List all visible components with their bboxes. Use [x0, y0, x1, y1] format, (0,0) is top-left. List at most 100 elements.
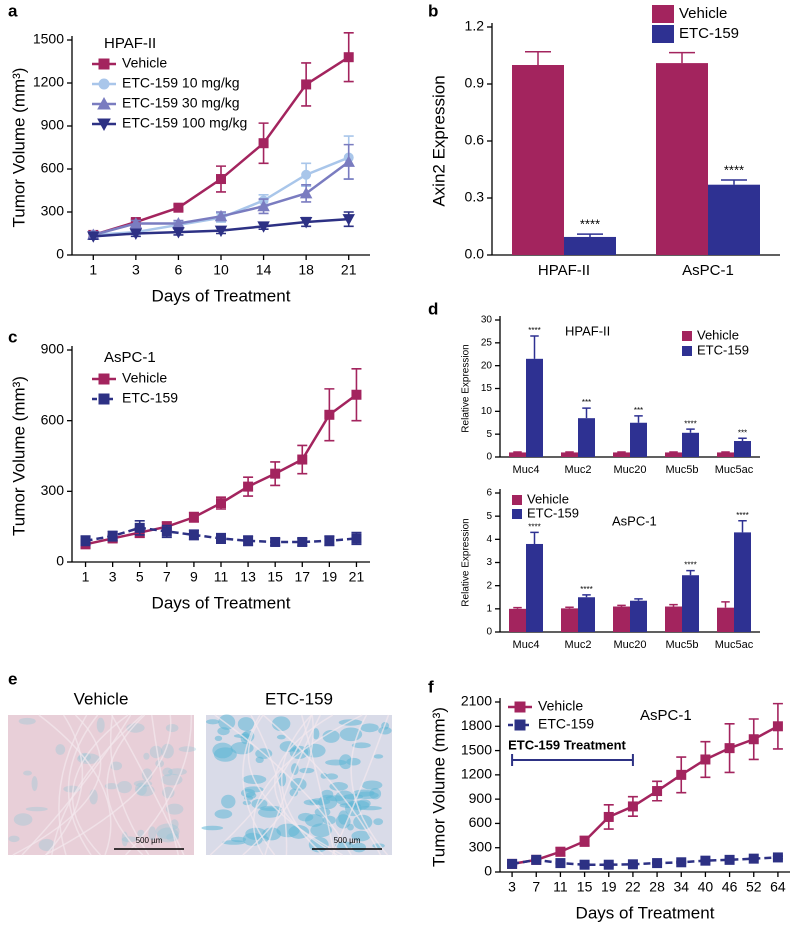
marker — [129, 228, 143, 240]
series-line — [511, 856, 778, 866]
membrane — [262, 714, 382, 856]
y-tick-label: 10 — [481, 406, 493, 417]
stain — [360, 723, 379, 733]
error-bar — [686, 569, 695, 576]
marker — [214, 209, 228, 222]
legend-label: ETC-159 10 mg/kg — [122, 75, 240, 91]
legend-label: Vehicle — [538, 698, 583, 714]
marker — [603, 859, 614, 870]
marker — [270, 468, 281, 479]
marker — [243, 481, 254, 492]
bar — [734, 441, 751, 457]
marker — [324, 409, 335, 420]
error-bar — [634, 415, 643, 423]
y-axis-label: Relative Expression — [461, 344, 472, 432]
x-tick-label: Muc20 — [613, 639, 646, 651]
panel-letter: f — [428, 677, 434, 696]
stain — [352, 842, 367, 853]
stain — [361, 780, 383, 790]
marker — [299, 186, 313, 199]
significance: *** — [738, 428, 747, 437]
bar — [708, 184, 760, 255]
membrane — [44, 714, 172, 856]
y-tick-label: 2 — [486, 580, 492, 591]
stain — [279, 741, 297, 753]
stain — [297, 812, 314, 822]
membrane — [250, 714, 288, 856]
legend-label: ETC-159 — [697, 342, 749, 357]
stain — [373, 754, 384, 759]
stain — [335, 841, 354, 849]
x-tick-label: 3 — [132, 262, 140, 278]
marker — [301, 79, 312, 90]
y-tick-label: 600 — [41, 411, 65, 427]
stain — [8, 835, 20, 843]
stain — [149, 745, 163, 759]
stain — [299, 767, 315, 774]
marker — [724, 854, 735, 865]
y-tick-label: 1500 — [461, 741, 492, 757]
stain — [355, 791, 379, 799]
x-tick-label: 14 — [256, 262, 272, 278]
stain — [276, 734, 286, 740]
x-tick-label: 7 — [163, 569, 171, 585]
y-tick-label: 4 — [486, 534, 492, 545]
marker — [700, 754, 711, 765]
x-tick-label: 28 — [649, 879, 665, 895]
legend-swatch — [682, 346, 692, 356]
legend-label: Vehicle — [122, 370, 167, 386]
stain — [217, 727, 230, 736]
micrograph — [8, 714, 197, 856]
marker — [98, 373, 110, 385]
error-bar — [686, 428, 695, 433]
error-bar — [530, 335, 539, 359]
marker — [724, 743, 735, 754]
y-tick-label: 3 — [486, 557, 492, 568]
y-tick-label: 30 — [481, 315, 493, 326]
membrane — [350, 714, 389, 856]
x-tick-label: 3 — [109, 569, 117, 585]
legend-swatch — [652, 25, 674, 43]
bracket-label: ETC-159 Treatment — [508, 737, 626, 752]
bar — [630, 422, 647, 457]
marker — [98, 393, 110, 405]
marker — [603, 811, 614, 822]
x-tick-label: Muc2 — [565, 464, 592, 476]
marker — [257, 221, 270, 233]
stain — [218, 714, 236, 730]
bar — [665, 452, 682, 457]
x-tick-label: 11 — [214, 569, 229, 585]
error-bar — [634, 598, 643, 601]
marker — [270, 536, 281, 547]
membrane — [125, 714, 193, 856]
y-tick-label: 5 — [486, 429, 492, 440]
stain — [121, 836, 138, 843]
marker — [627, 859, 638, 870]
marker — [514, 701, 526, 713]
stain — [303, 743, 326, 758]
x-tick-label: 21 — [341, 262, 357, 278]
y-axis-label: Relative Expression — [461, 518, 472, 606]
legend-label: Vehicle — [679, 5, 727, 22]
stain — [165, 723, 179, 733]
marker — [748, 853, 759, 864]
stain — [31, 776, 38, 792]
legend-label: Vehicle — [122, 55, 167, 71]
y-tick-label: 5 — [486, 511, 492, 522]
stain — [18, 717, 36, 725]
x-tick-label: 9 — [190, 569, 198, 585]
legend-label: ETC-159 — [538, 716, 594, 732]
marker — [97, 96, 111, 110]
marker — [172, 227, 185, 239]
x-tick-label: 52 — [746, 879, 762, 895]
stain — [322, 730, 340, 743]
error-bar — [582, 407, 591, 419]
y-tick-label: 1800 — [461, 717, 492, 733]
significance: **** — [528, 326, 540, 335]
marker — [579, 859, 590, 870]
x-tick-label: 6 — [175, 262, 183, 278]
membrane — [106, 714, 146, 856]
y-tick-label: 0.6 — [465, 132, 485, 148]
y-tick-label: 0 — [56, 246, 64, 262]
stain — [96, 717, 105, 733]
